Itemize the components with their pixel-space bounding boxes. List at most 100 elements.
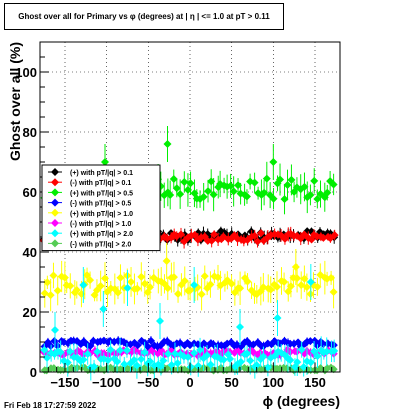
data-point <box>330 346 339 355</box>
data-point <box>83 271 92 280</box>
data-point <box>146 336 155 345</box>
legend-marker <box>51 198 59 207</box>
data-point <box>226 354 235 363</box>
data-point <box>66 347 75 356</box>
y-axis-label: Ghost over all (%) <box>7 42 23 161</box>
axis-layer: −150 −100 −50 0 50 100 150 0 20 40 60 80 100 <box>15 41 333 390</box>
data-point <box>206 360 215 369</box>
data-point <box>272 282 281 291</box>
data-point <box>43 278 52 287</box>
legend-label: (-) with pT/|q| > 2.0 <box>70 241 131 248</box>
data-point <box>127 277 136 286</box>
data-point <box>207 236 216 245</box>
data-point <box>159 356 168 365</box>
legend-label: (-) with pT/|q| > 0.5 <box>70 201 131 208</box>
timestamp: Fri Feb 18 17:27:59 2022 <box>4 401 97 410</box>
data-point <box>269 194 278 203</box>
data-point <box>306 337 315 346</box>
data-point <box>242 192 251 201</box>
data-point-outlier <box>101 158 109 166</box>
data-point <box>122 346 131 355</box>
y-tick-label: 60 <box>23 185 37 200</box>
data-point <box>166 190 175 199</box>
data-point <box>66 281 75 290</box>
data-point-outlier <box>190 281 199 289</box>
x-tick-label: 50 <box>224 375 238 390</box>
data-point <box>287 175 296 184</box>
data-point <box>283 180 292 189</box>
data-point-outlier <box>99 305 108 313</box>
data-point <box>236 284 245 293</box>
data-point <box>206 280 215 289</box>
x-axis-label: ϕ (degrees) <box>263 393 340 409</box>
data-point <box>322 347 331 356</box>
data-point <box>53 286 62 295</box>
legend-box <box>41 164 161 252</box>
data-point <box>219 355 228 364</box>
data-point <box>229 187 238 196</box>
data-point <box>184 353 193 362</box>
legend-label: (-) with pT/|q| > 1.0 <box>70 221 131 228</box>
data-point-outlier <box>156 317 164 325</box>
data-point <box>246 356 255 365</box>
data-point <box>306 190 315 199</box>
data-point <box>163 284 172 293</box>
data-point <box>130 356 139 365</box>
data-point <box>286 282 295 291</box>
data-point <box>250 178 259 187</box>
data-point-outlier <box>236 323 244 331</box>
data-point <box>106 345 115 354</box>
data-point-outlier <box>162 257 171 265</box>
chart-title: Ghost over all for Primary vs φ (degrees… <box>18 12 270 21</box>
data-point <box>100 274 109 283</box>
data-point <box>137 355 146 364</box>
legend-label: (+) with pT/|q| > 0.1 <box>70 170 133 177</box>
data-point <box>172 184 181 193</box>
data-point <box>176 190 185 199</box>
chart-title-box: Ghost over all for Primary vs φ (degrees… <box>4 3 284 30</box>
data-point <box>200 272 209 281</box>
data-point <box>306 358 315 367</box>
data-point <box>313 352 322 361</box>
data-point <box>263 363 272 372</box>
data-point <box>86 276 95 285</box>
x-tick-label: −100 <box>92 375 121 390</box>
data-point <box>170 349 179 358</box>
data-point-outlier <box>51 326 59 334</box>
data-point <box>260 188 269 197</box>
data-point <box>286 356 295 365</box>
y-tick-label: 100 <box>15 65 37 80</box>
data-point <box>137 272 146 281</box>
legend-marker <box>51 168 59 176</box>
data-point <box>299 362 308 371</box>
data-point <box>297 345 306 354</box>
data-point <box>186 179 195 188</box>
legend-marker <box>51 229 59 238</box>
data-point <box>133 341 142 350</box>
data-point <box>146 283 155 292</box>
data-point <box>204 187 213 196</box>
legend-label: (+) with pT/|q| > 0.5 <box>70 190 133 197</box>
data-point <box>329 287 338 296</box>
data-point-outlier <box>306 278 315 286</box>
data-point <box>116 273 125 282</box>
data-point <box>40 289 49 298</box>
data-point-outlier <box>273 314 282 322</box>
y-tick-label: 40 <box>23 245 37 260</box>
data-point-outlier <box>123 284 132 292</box>
data-point <box>276 175 285 184</box>
data-point <box>226 181 235 190</box>
data-point <box>203 351 212 360</box>
data-point <box>199 192 208 201</box>
data-point <box>113 357 122 366</box>
data-point <box>186 362 195 371</box>
point-layer <box>39 126 339 381</box>
data-point <box>236 357 245 366</box>
data-point <box>116 346 125 355</box>
data-point <box>234 181 243 190</box>
data-point <box>280 277 289 286</box>
x-tick-label: 100 <box>262 375 284 390</box>
data-point <box>243 349 252 358</box>
data-point <box>227 279 236 288</box>
